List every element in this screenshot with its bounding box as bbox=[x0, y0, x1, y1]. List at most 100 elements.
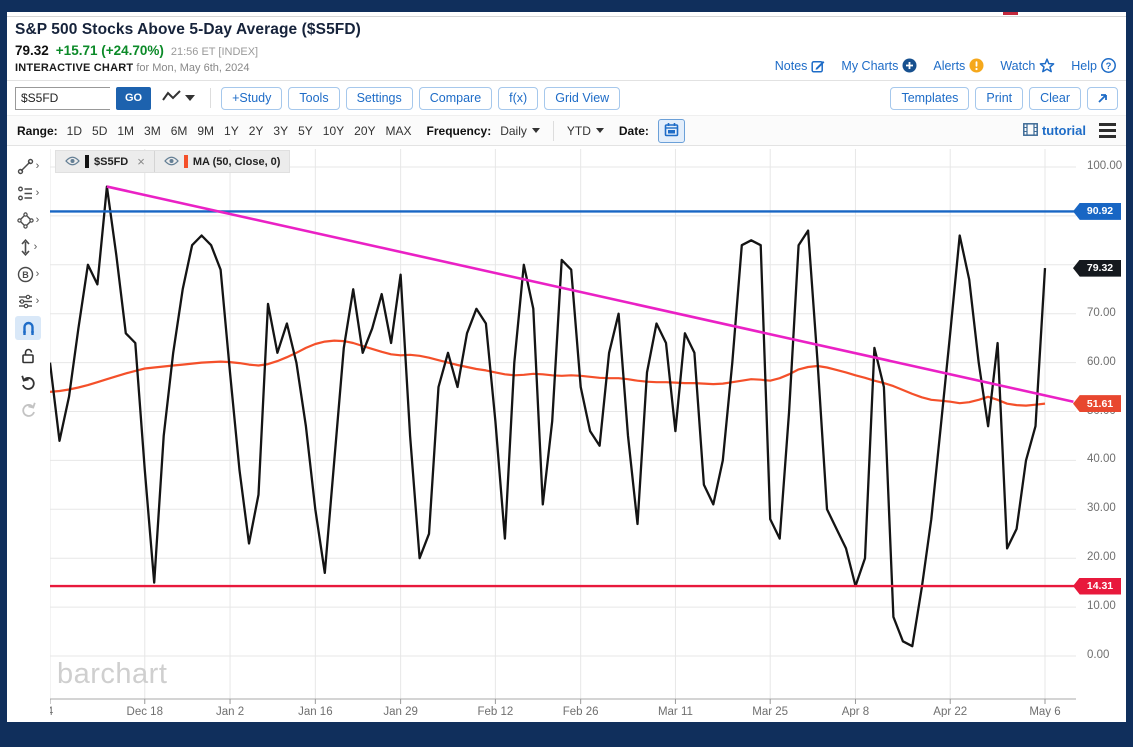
x-axis-label: Jan 2 bbox=[216, 706, 244, 717]
range-option-1d[interactable]: 1D bbox=[66, 123, 83, 138]
line-chart-icon bbox=[162, 89, 182, 108]
range-option-max[interactable]: MAX bbox=[385, 123, 412, 138]
-study-button[interactable]: +Study bbox=[221, 86, 283, 110]
legend-label: MA (50, Close, 0) bbox=[192, 155, 281, 168]
x-axis-label: 4 bbox=[50, 706, 54, 717]
barchart-watermark: barchart bbox=[57, 658, 168, 690]
frequency-dropdown[interactable]: Daily bbox=[500, 124, 540, 138]
range-option-3m[interactable]: 3M bbox=[144, 123, 161, 138]
header-link-watch[interactable]: Watch bbox=[1000, 58, 1055, 73]
eye-icon[interactable] bbox=[163, 153, 179, 171]
trendline-tool-icon bbox=[17, 158, 34, 175]
circled-b-tool-tool[interactable]: B › bbox=[10, 262, 46, 286]
range-option-1m[interactable]: 1M bbox=[117, 123, 135, 138]
chart-type-dropdown[interactable] bbox=[162, 89, 196, 108]
ma-line-series bbox=[50, 339, 1046, 407]
price-badge: 90.92 bbox=[1073, 202, 1121, 220]
templates-button[interactable]: Templates bbox=[890, 86, 970, 110]
svg-text:?: ? bbox=[1106, 61, 1112, 72]
sliders-tool-tool[interactable]: › bbox=[10, 289, 46, 313]
header-link-notes[interactable]: Notes bbox=[775, 59, 826, 73]
legend-item[interactable]: MA (50, Close, 0) bbox=[153, 151, 290, 172]
date-label: Date: bbox=[618, 123, 649, 138]
annotation-tool-tool[interactable]: › bbox=[10, 181, 46, 205]
shapes-tool-icon bbox=[16, 211, 34, 229]
svg-text:B: B bbox=[22, 270, 29, 280]
legend-item[interactable]: $S5FD × bbox=[56, 151, 154, 172]
grid-view-button[interactable]: Grid View bbox=[544, 86, 621, 110]
divider bbox=[210, 88, 212, 108]
price-change: +15.71 (+24.70%) bbox=[55, 43, 164, 58]
divider bbox=[552, 120, 554, 141]
date-picker-button[interactable] bbox=[657, 118, 685, 143]
redo-tool[interactable] bbox=[10, 397, 46, 421]
magnet-icon bbox=[20, 320, 37, 337]
range-option-5y[interactable]: 5Y bbox=[298, 123, 313, 138]
range-option-3y[interactable]: 3Y bbox=[273, 123, 289, 138]
interactive-chart-label: INTERACTIVE CHART bbox=[15, 62, 134, 74]
chevron-right-icon: › bbox=[35, 294, 40, 307]
frequency-value: Daily bbox=[500, 123, 527, 138]
unlock-tool[interactable] bbox=[10, 343, 46, 367]
undo-tool[interactable] bbox=[10, 370, 46, 394]
x-axis-label: Jan 16 bbox=[298, 706, 333, 717]
go-button[interactable]: GO bbox=[116, 86, 152, 110]
toolbar-right-buttons: Templates Print Clear bbox=[890, 86, 1118, 110]
range-option-2y[interactable]: 2Y bbox=[248, 123, 264, 138]
series-color-swatch bbox=[183, 155, 188, 168]
range-option-1y[interactable]: 1Y bbox=[224, 123, 239, 138]
plot-area[interactable]: 4 Dec 18 Jan 2 Jan 16 Jan 29 Feb 12 Feb 26 Mar … bbox=[50, 149, 1076, 717]
trendline-tool-tool[interactable]: › bbox=[10, 154, 46, 178]
symbol-input[interactable] bbox=[15, 86, 110, 110]
period-dropdown[interactable]: YTD bbox=[567, 124, 604, 138]
range-bar: Range: 1D 5D 1M 3M 6M 9M 1Y 2Y 3Y 5Y 10Y 20Y MAX Fre… bbox=[7, 115, 1126, 146]
header-link-label: Watch bbox=[1000, 58, 1036, 73]
range-option-5d[interactable]: 5D bbox=[92, 123, 108, 138]
chevron-right-icon: › bbox=[33, 240, 38, 253]
circled-b-tool-icon: B bbox=[17, 266, 34, 283]
header-link-alerts[interactable]: Alerts bbox=[933, 58, 984, 73]
header-link-help[interactable]: Help? bbox=[1071, 58, 1116, 73]
clear-button[interactable]: Clear bbox=[1029, 86, 1081, 110]
y-axis-label: 0.00 bbox=[1087, 649, 1110, 661]
toolbar-left-buttons: +Study Tools Settings Compare f(x) Grid View bbox=[221, 86, 621, 110]
f-x--button[interactable]: f(x) bbox=[498, 86, 539, 110]
vertical-arrows-tool-tool[interactable]: › bbox=[10, 235, 46, 259]
settings-button[interactable]: Settings bbox=[345, 86, 413, 110]
range-option-6m[interactable]: 6M bbox=[170, 123, 188, 138]
range-bar-right: tutorial bbox=[1022, 122, 1116, 139]
compare-button[interactable]: Compare bbox=[418, 86, 493, 110]
expand-chart-button[interactable] bbox=[1087, 86, 1118, 110]
range-option-9m[interactable]: 9M bbox=[197, 123, 215, 138]
header-link-label: Help bbox=[1071, 58, 1097, 73]
tools-button[interactable]: Tools bbox=[288, 86, 340, 110]
close-icon[interactable]: × bbox=[137, 154, 145, 169]
shapes-tool-tool[interactable]: › bbox=[10, 208, 46, 232]
magnet-tool[interactable] bbox=[15, 316, 41, 340]
price-chart[interactable]: 4 Dec 18 Jan 2 Jan 16 Jan 29 Feb 12 Feb 26 Mar … bbox=[50, 149, 1076, 717]
chevron-down-icon bbox=[531, 128, 540, 133]
vertical-arrows-tool-icon bbox=[19, 238, 32, 256]
x-axis-label: May 6 bbox=[1029, 706, 1060, 717]
print-button[interactable]: Print bbox=[975, 86, 1024, 110]
menu-icon[interactable] bbox=[1099, 123, 1116, 138]
quote-time: 21:56 ET [INDEX] bbox=[170, 46, 259, 58]
header-link-label: My Charts bbox=[841, 58, 899, 73]
x-axis-label: Mar 25 bbox=[752, 706, 788, 717]
y-axis-label: 60.00 bbox=[1087, 355, 1116, 368]
range-option-10y[interactable]: 10Y bbox=[322, 123, 345, 138]
eye-icon[interactable] bbox=[65, 153, 80, 171]
series-color-swatch bbox=[85, 155, 89, 168]
x-axis-label: Apr 8 bbox=[842, 706, 870, 717]
x-axis-label: Feb 26 bbox=[563, 706, 599, 717]
header-link-my-charts[interactable]: My Charts bbox=[841, 58, 917, 73]
calendar-icon bbox=[664, 122, 679, 140]
chevron-right-icon: › bbox=[35, 267, 40, 280]
chart-legend: $S5FD × MA (50, Close, 0) bbox=[55, 150, 291, 173]
plus-circle-icon bbox=[902, 58, 917, 73]
x-axis-label: Apr 22 bbox=[933, 706, 967, 717]
help-circle-icon: ? bbox=[1101, 58, 1116, 73]
tutorial-link[interactable]: tutorial bbox=[1022, 122, 1086, 139]
range-option-20y[interactable]: 20Y bbox=[354, 123, 376, 138]
header-links: Notes My Charts Alerts Watch Help? bbox=[775, 58, 1116, 73]
